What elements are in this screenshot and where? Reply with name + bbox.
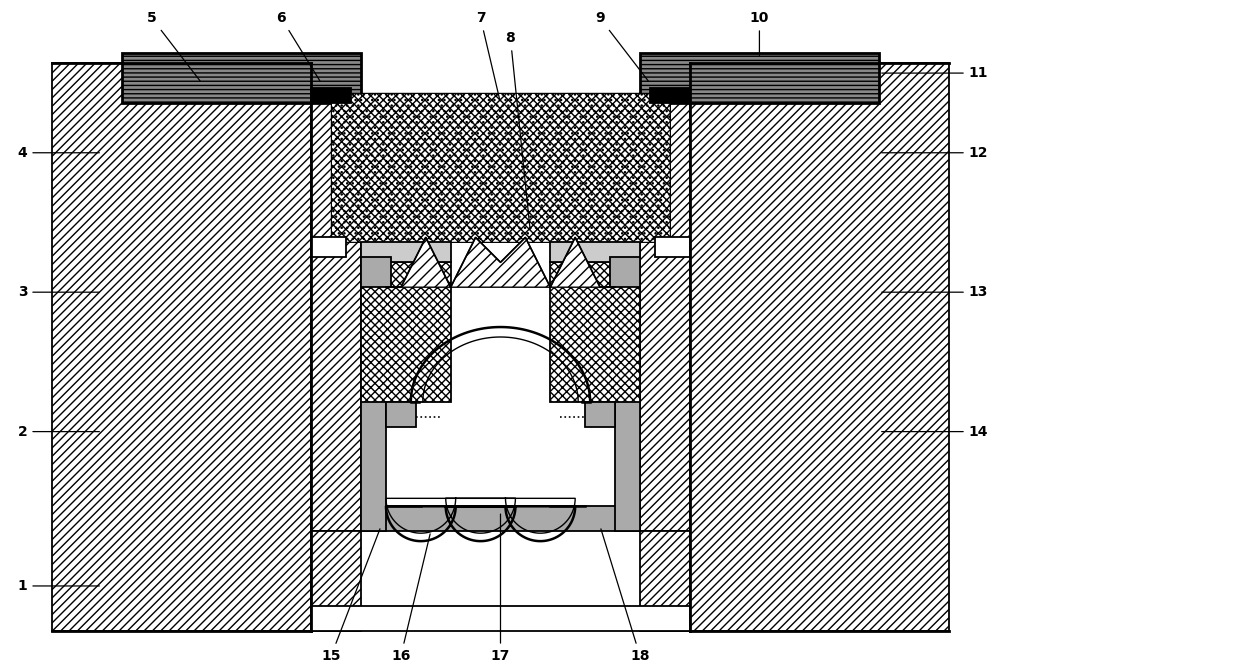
Bar: [331, 93, 670, 243]
Bar: [122, 53, 361, 103]
Text: 4: 4: [17, 146, 99, 160]
Bar: [640, 531, 689, 631]
Bar: [311, 531, 361, 631]
Text: 16: 16: [392, 534, 430, 663]
Text: 3: 3: [17, 285, 99, 299]
Bar: [551, 262, 640, 402]
Bar: [689, 63, 949, 631]
Bar: [361, 257, 391, 287]
Text: 13: 13: [882, 285, 988, 299]
Text: 14: 14: [882, 425, 988, 439]
Bar: [615, 392, 640, 531]
Text: 8: 8: [506, 31, 529, 230]
Bar: [52, 63, 311, 631]
Bar: [610, 257, 640, 287]
Text: 10: 10: [750, 11, 769, 55]
Bar: [311, 88, 351, 103]
Bar: [311, 237, 346, 257]
Text: 9: 9: [595, 11, 649, 81]
Text: 7: 7: [476, 11, 500, 100]
Text: 2: 2: [17, 425, 99, 439]
Text: 1: 1: [17, 579, 99, 593]
Text: 11: 11: [882, 66, 988, 80]
Text: 15: 15: [321, 529, 379, 663]
Polygon shape: [386, 237, 615, 287]
Text: 6: 6: [277, 11, 320, 81]
Bar: [361, 262, 450, 402]
Bar: [655, 237, 689, 257]
Bar: [386, 402, 415, 427]
Bar: [311, 606, 689, 631]
Bar: [585, 402, 615, 427]
Text: 18: 18: [601, 529, 650, 663]
Text: 12: 12: [882, 146, 988, 160]
Bar: [650, 88, 689, 103]
Bar: [331, 93, 670, 243]
Bar: [311, 93, 361, 531]
Text: 17: 17: [491, 514, 510, 663]
Bar: [640, 53, 879, 103]
Bar: [640, 93, 689, 531]
Bar: [361, 506, 640, 531]
Bar: [361, 243, 450, 262]
Bar: [551, 243, 640, 262]
Bar: [361, 392, 386, 531]
Text: 5: 5: [148, 11, 200, 81]
